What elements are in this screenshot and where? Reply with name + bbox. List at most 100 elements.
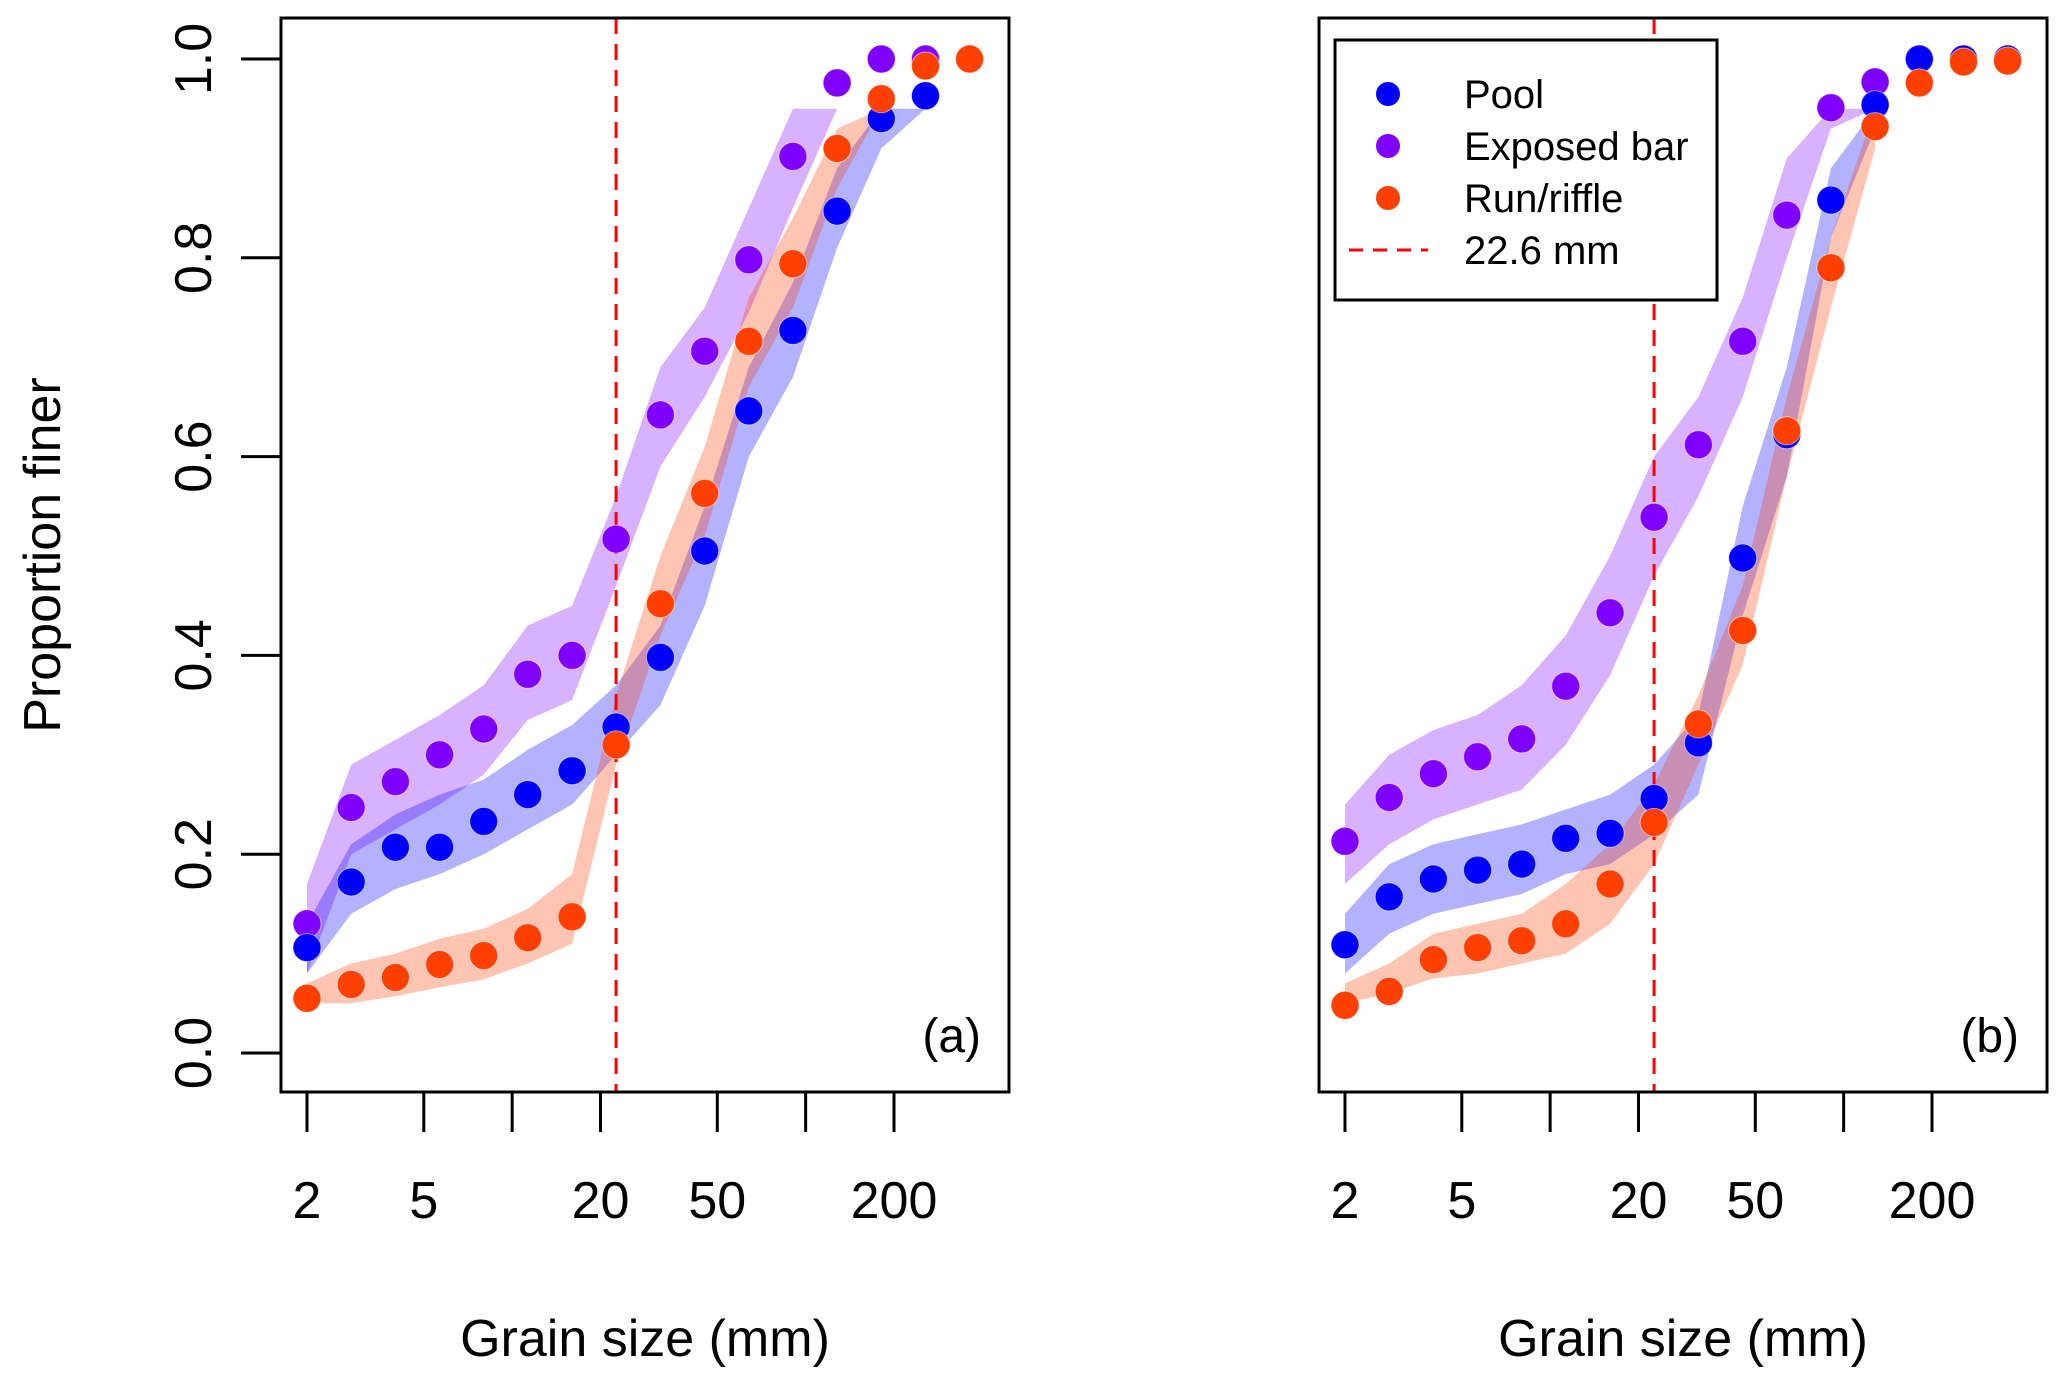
data-point bbox=[1463, 855, 1493, 885]
data-point bbox=[336, 969, 366, 999]
legend-entry: Exposed bar bbox=[1376, 125, 1689, 169]
data-point bbox=[1418, 864, 1448, 894]
data-point bbox=[1816, 253, 1846, 283]
data-point bbox=[1463, 742, 1493, 772]
legend-box bbox=[1333, 38, 1719, 302]
x-tick-label: 5 bbox=[1447, 1172, 1476, 1230]
x-axis-title: Grain size (mm) bbox=[460, 1310, 830, 1368]
data-point bbox=[469, 806, 499, 836]
data-point bbox=[778, 249, 808, 279]
data-point bbox=[336, 867, 366, 897]
data-point bbox=[778, 315, 808, 345]
data-point bbox=[1639, 502, 1669, 532]
y-axis: 0.0 0.2 0.4 0.6 0.8 1.0 bbox=[165, 23, 281, 1089]
x-axis: 2 5 20 50 200 bbox=[1331, 1092, 1976, 1230]
legend-label: 22.6 mm bbox=[1464, 229, 1620, 273]
y-tick-label: 0.2 bbox=[165, 818, 223, 890]
data-point bbox=[1728, 326, 1758, 356]
data-point bbox=[557, 640, 587, 670]
data-point bbox=[645, 589, 675, 619]
x-tick-label: 5 bbox=[409, 1172, 438, 1230]
data-point bbox=[1904, 68, 1934, 98]
data-point bbox=[513, 923, 543, 953]
data-point bbox=[1639, 807, 1669, 837]
data-point bbox=[380, 963, 410, 992]
x-tick-label: 2 bbox=[293, 1172, 322, 1230]
data-point bbox=[1507, 849, 1537, 879]
legend-marker-icon bbox=[1376, 186, 1400, 210]
x-axis: 2 5 20 50 200 bbox=[293, 1092, 938, 1230]
data-point bbox=[1595, 818, 1625, 848]
series-run-riffle bbox=[1330, 46, 2023, 1020]
data-points bbox=[1330, 44, 2023, 1020]
data-point bbox=[1507, 926, 1537, 956]
data-point bbox=[866, 84, 896, 114]
plot-frame bbox=[279, 16, 1011, 1094]
panel-a: 0.0 0.2 0.4 0.6 0.8 1.0 2 5 20 50 200 (a) Grain s… bbox=[165, 16, 1011, 1368]
series-exposed-bar bbox=[292, 44, 985, 939]
data-point bbox=[1374, 882, 1404, 912]
data-point bbox=[955, 44, 985, 74]
data-point bbox=[557, 902, 587, 932]
legend-label: Run/riffle bbox=[1464, 177, 1623, 221]
data-point bbox=[690, 536, 720, 566]
legend-label: Exposed bar bbox=[1464, 125, 1689, 169]
data-point bbox=[1728, 616, 1758, 645]
data-point bbox=[645, 642, 675, 672]
band-run-riffle bbox=[307, 108, 882, 1004]
data-point bbox=[734, 245, 764, 275]
data-point bbox=[425, 832, 455, 862]
series-run-riffle bbox=[292, 44, 985, 1013]
data-point bbox=[425, 950, 455, 979]
data-point bbox=[1772, 416, 1802, 446]
data-point bbox=[911, 81, 940, 111]
x-tick-label: 50 bbox=[1726, 1172, 1784, 1230]
data-point bbox=[1551, 671, 1581, 701]
data-point bbox=[1816, 185, 1846, 215]
data-point bbox=[822, 134, 852, 163]
data-point bbox=[645, 400, 675, 430]
data-point bbox=[557, 756, 587, 786]
data-point bbox=[690, 478, 720, 508]
data-points bbox=[292, 44, 985, 1013]
data-point bbox=[1507, 724, 1537, 754]
data-point bbox=[734, 326, 764, 356]
data-point bbox=[1683, 430, 1713, 460]
x-tick-label: 200 bbox=[1889, 1172, 1976, 1230]
data-point bbox=[1595, 869, 1625, 899]
band-pool bbox=[307, 108, 926, 974]
data-point bbox=[1683, 709, 1713, 739]
x-tick-label: 200 bbox=[851, 1172, 938, 1230]
y-tick-label: 0.0 bbox=[165, 1017, 223, 1089]
legend-label: Pool bbox=[1464, 73, 1544, 117]
legend-marker-icon bbox=[1376, 134, 1400, 158]
data-point bbox=[1330, 826, 1360, 856]
data-point bbox=[1463, 933, 1493, 963]
data-point bbox=[380, 767, 410, 797]
y-tick-label: 0.8 bbox=[165, 222, 223, 294]
data-point bbox=[425, 740, 455, 770]
data-point bbox=[292, 933, 322, 963]
x-tick-label: 2 bbox=[1331, 1172, 1360, 1230]
data-point bbox=[866, 44, 896, 74]
data-point bbox=[513, 659, 543, 689]
band-exposed-bar bbox=[1345, 108, 1876, 884]
data-point bbox=[1772, 200, 1802, 230]
y-tick-label: 0.4 bbox=[165, 619, 223, 691]
data-point bbox=[822, 196, 852, 226]
data-point bbox=[1728, 543, 1758, 573]
data-point bbox=[690, 336, 720, 366]
legend-entry: Pool bbox=[1376, 73, 1544, 117]
data-point bbox=[1860, 112, 1890, 142]
x-tick-label: 50 bbox=[688, 1172, 746, 1230]
data-point bbox=[469, 941, 499, 971]
data-point bbox=[822, 68, 852, 98]
data-point bbox=[778, 141, 808, 171]
data-point bbox=[336, 793, 366, 822]
data-point bbox=[1330, 930, 1360, 960]
y-tick-label: 0.6 bbox=[165, 420, 223, 492]
x-axis-title: Grain size (mm) bbox=[1498, 1310, 1868, 1368]
data-point bbox=[1374, 976, 1404, 1006]
data-point bbox=[513, 780, 543, 810]
